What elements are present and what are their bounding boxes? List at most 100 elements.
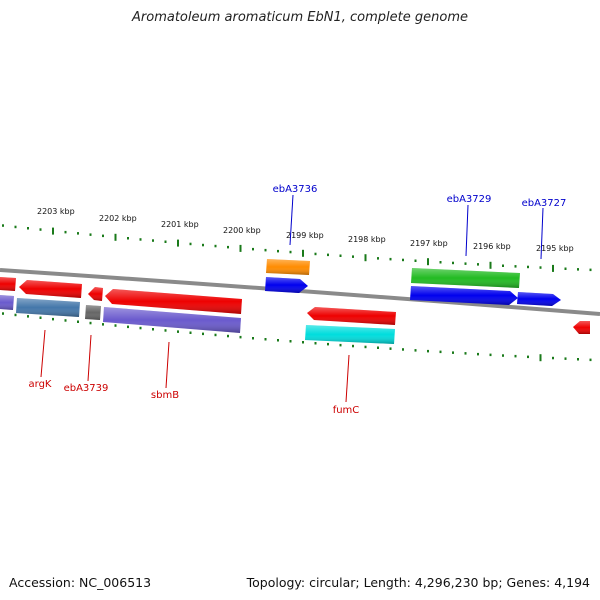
major-tick: [552, 264, 554, 272]
minor-tick: [252, 337, 254, 340]
minor-tick: [27, 315, 29, 318]
map-title: Aromatoleum aromaticum EbN1, complete ge…: [132, 10, 468, 25]
minor-tick: [352, 255, 354, 258]
feature-steelblue[interactable]: [16, 298, 80, 317]
minor-tick: [514, 265, 517, 268]
minor-tick: [39, 316, 42, 319]
minor-tick: [202, 332, 204, 336]
gene-label-argK[interactable]: argK: [29, 379, 52, 390]
feature-blue-forward-3[interactable]: [517, 292, 561, 306]
minor-tick: [339, 343, 342, 347]
minor-tick: [27, 227, 29, 230]
minor-tick: [239, 335, 242, 339]
minor-tick: [139, 326, 142, 330]
minor-tick: [189, 331, 192, 334]
minor-tick: [564, 267, 567, 270]
minor-tick: [302, 341, 304, 344]
major-tick: [539, 354, 542, 362]
gene-label-ebA3727[interactable]: ebA3727: [522, 198, 567, 209]
feature-gray[interactable]: [85, 305, 101, 320]
minor-tick: [527, 265, 529, 269]
minor-tick: [439, 261, 442, 264]
minor-tick: [127, 237, 129, 240]
minor-tick: [489, 353, 492, 357]
gene-label-ebA3736[interactable]: ebA3736: [273, 184, 318, 195]
leader-line-sbmB: [165, 341, 170, 389]
minor-tick: [14, 313, 17, 317]
minor-tick: [277, 249, 279, 253]
feature-cyan[interactable]: [305, 325, 395, 344]
minor-tick: [452, 261, 454, 265]
feature-blue-forward-2[interactable]: [410, 286, 518, 305]
feature-red-reverse-right-edge[interactable]: [573, 321, 590, 334]
minor-tick: [402, 258, 404, 262]
minor-tick: [77, 320, 79, 323]
scale-label-2199: 2199 kbp: [286, 231, 324, 240]
feature-purple[interactable]: [103, 307, 241, 333]
leader-line-fumC: [345, 354, 350, 403]
minor-tick: [127, 325, 129, 329]
minor-tick: [577, 358, 579, 361]
minor-tick: [64, 230, 67, 234]
minor-tick: [202, 243, 204, 247]
accession-text: Accession: NC_006513: [9, 575, 152, 590]
gene-label-ebA3739[interactable]: ebA3739: [64, 383, 109, 394]
minor-tick: [52, 317, 54, 321]
minor-tick: [352, 344, 354, 348]
minor-tick: [152, 239, 154, 242]
minor-tick: [327, 342, 329, 346]
minor-tick: [464, 352, 467, 355]
minor-tick: [189, 242, 192, 246]
minor-tick: [64, 319, 67, 322]
minor-tick: [577, 268, 579, 271]
leader-line-ebA3739: [87, 334, 92, 382]
minor-tick: [39, 228, 42, 231]
minor-tick: [102, 323, 104, 326]
minor-tick: [89, 233, 92, 236]
feature-blue-forward-1[interactable]: [265, 277, 308, 293]
minor-tick: [389, 347, 392, 350]
minor-tick: [389, 257, 392, 261]
minor-tick: [502, 264, 504, 267]
minor-tick: [514, 354, 517, 358]
minor-tick: [314, 252, 317, 256]
minor-tick: [77, 232, 79, 235]
feature-red-reverse-1[interactable]: [19, 280, 82, 298]
minor-tick: [227, 334, 229, 338]
gene-label-fumC[interactable]: fumC: [333, 405, 360, 416]
feature-red-reverse-2[interactable]: [105, 289, 242, 314]
feature-red-left-edge[interactable]: [0, 277, 16, 291]
major-tick: [364, 254, 367, 262]
minor-tick: [277, 339, 279, 342]
minor-tick: [289, 250, 292, 254]
gene-label-sbmB[interactable]: sbmB: [151, 390, 179, 401]
minor-tick: [252, 247, 254, 251]
minor-tick: [214, 333, 217, 337]
feature-red-reverse-small[interactable]: [88, 287, 103, 301]
minor-tick: [177, 330, 179, 333]
minor-tick: [164, 240, 167, 243]
minor-tick: [414, 349, 417, 352]
minor-tick: [427, 349, 429, 353]
major-tick: [52, 227, 54, 235]
feature-purple-left-edge[interactable]: [0, 295, 14, 310]
minor-tick: [2, 312, 4, 315]
minor-tick: [327, 253, 329, 257]
feature-orange-forward[interactable]: [266, 259, 310, 275]
minor-tick: [502, 354, 504, 357]
feature-red-reverse-fumc[interactable]: [307, 307, 396, 325]
feature-green-forward[interactable]: [411, 268, 520, 288]
gene-label-ebA3729[interactable]: ebA3729: [447, 194, 492, 205]
major-tick: [239, 244, 242, 252]
minor-tick: [214, 244, 217, 248]
scale-ticks-top: [2, 224, 592, 272]
minor-tick: [264, 338, 267, 341]
minor-tick: [552, 356, 554, 360]
major-tick: [427, 258, 429, 266]
minor-tick: [402, 348, 404, 351]
minor-tick: [164, 329, 167, 332]
scale-label-2196: 2196 kbp: [473, 242, 511, 251]
minor-tick: [364, 345, 367, 349]
minor-tick: [414, 259, 417, 262]
